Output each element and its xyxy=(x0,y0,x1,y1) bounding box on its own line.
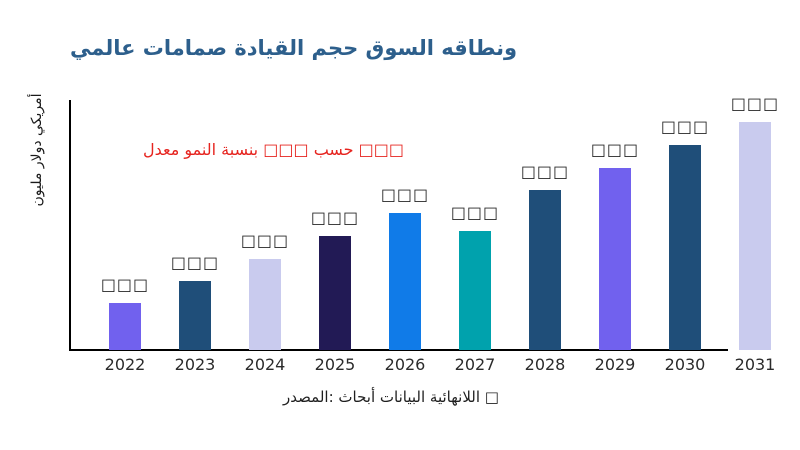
bar-value-label-2029: □□□ xyxy=(590,140,640,159)
bar-2022 xyxy=(109,303,141,350)
bar-2030 xyxy=(669,145,701,350)
x-tick-label-2027: 2027 xyxy=(454,355,496,374)
arabic-word: حجم xyxy=(311,36,359,60)
bar-value-label-2023: □□□ xyxy=(170,253,220,272)
x-tick-label-2029: 2029 xyxy=(594,355,636,374)
arabic-word: معدل xyxy=(143,140,180,159)
bar-value-label-2027: □□□ xyxy=(450,203,500,222)
arabic-word: حسب xyxy=(313,140,354,159)
x-axis-line xyxy=(69,349,728,351)
bar-2024 xyxy=(249,259,281,350)
arabic-word: عالمي xyxy=(70,36,136,60)
arabic-word: بنسبة xyxy=(221,140,259,159)
arabic-word: □□□ xyxy=(263,140,309,159)
bar-2027 xyxy=(459,231,491,350)
arabic-word: أبحاث xyxy=(338,388,376,406)
arabic-word: البيانات xyxy=(379,388,426,406)
x-tick-label-2028: 2028 xyxy=(524,355,566,374)
bar-value-label-2030: □□□ xyxy=(660,117,710,136)
arabic-word: المصدر: xyxy=(283,388,334,406)
bar-value-label-2024: □□□ xyxy=(240,231,290,250)
source-note: المصدر: أبحاث البيانات اللانهائية □ xyxy=(283,388,499,406)
bar-value-label-2031: □□□ xyxy=(730,94,780,113)
bar-value-label-2028: □□□ xyxy=(520,162,570,181)
arabic-word: اللانهائية xyxy=(429,388,481,406)
x-tick-label-2023: 2023 xyxy=(174,355,216,374)
bar-2026 xyxy=(389,213,421,350)
x-tick-label-2022: 2022 xyxy=(104,355,146,374)
chart-title: عالمي صمامات القيادة حجم السوق ونطاقه xyxy=(70,36,517,60)
bar-2029 xyxy=(599,168,631,350)
bar-2031 xyxy=(739,122,771,350)
arabic-word: القيادة xyxy=(234,36,305,60)
y-axis-line xyxy=(69,100,71,351)
bar-value-label-2025: □□□ xyxy=(310,208,360,227)
bar-2025 xyxy=(319,236,351,350)
x-tick-label-2030: 2030 xyxy=(664,355,706,374)
arabic-word: النمو xyxy=(184,140,217,159)
x-tick-label-2026: 2026 xyxy=(384,355,426,374)
arabic-word: صمامات xyxy=(142,36,228,60)
bar-value-label-2026: □□□ xyxy=(380,185,430,204)
x-tick-label-2025: 2025 xyxy=(314,355,356,374)
x-tick-label-2031: 2031 xyxy=(734,355,776,374)
arabic-word: □ xyxy=(484,388,499,406)
bar-2023 xyxy=(179,281,211,350)
growth-rate-annotation: معدل النمو بنسبة □□□ حسب □□□ xyxy=(143,140,404,159)
arabic-word: السوق xyxy=(365,36,434,60)
bar-value-label-2022: □□□ xyxy=(100,275,150,294)
x-tick-label-2024: 2024 xyxy=(244,355,286,374)
bar-2028 xyxy=(529,190,561,350)
arabic-word: □□□ xyxy=(358,140,405,159)
arabic-word: ونطاقه xyxy=(441,36,518,60)
